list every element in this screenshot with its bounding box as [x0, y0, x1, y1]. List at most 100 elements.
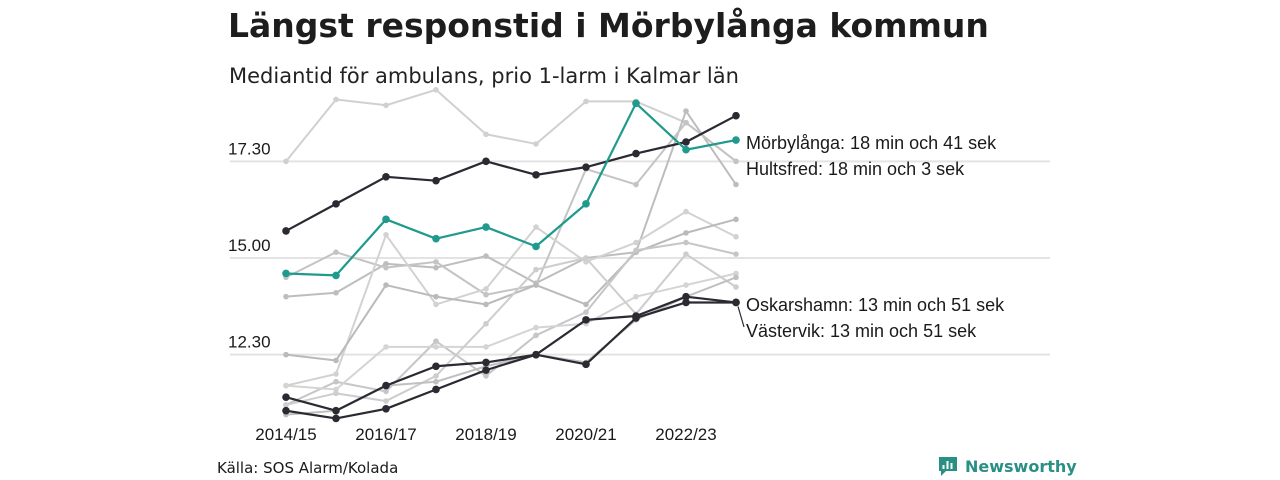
data-point [383, 398, 389, 404]
series-line [285, 301, 736, 420]
data-point [383, 261, 389, 267]
data-point [332, 200, 340, 208]
x-tick-label: 2018/19 [455, 425, 516, 444]
series-background [283, 239, 739, 408]
series-mörbylånga [282, 111, 740, 235]
data-point [732, 111, 740, 120]
data-point [732, 136, 740, 144]
data-point [432, 176, 440, 185]
data-point [333, 390, 339, 397]
data-point [483, 373, 489, 379]
data-point [682, 145, 690, 154]
data-point [382, 405, 390, 413]
data-point [733, 216, 739, 223]
data-point [532, 350, 540, 359]
data-point [482, 223, 490, 231]
data-point [683, 230, 689, 236]
series-line [285, 272, 737, 391]
data-point [433, 373, 439, 379]
data-point [583, 98, 589, 105]
data-point [683, 251, 689, 257]
chart-title: Längst responstid i Mörbylånga kommun [228, 6, 989, 45]
data-point [332, 414, 340, 423]
x-tick-label: 2014/15 [255, 425, 316, 444]
data-point [683, 208, 689, 215]
data-point [583, 301, 589, 308]
data-point [382, 173, 390, 181]
data-point [632, 314, 640, 322]
data-point [433, 378, 439, 385]
data-point [283, 351, 289, 358]
data-point [632, 149, 640, 158]
data-point [433, 344, 439, 350]
data-point [433, 338, 439, 344]
data-point [483, 301, 489, 308]
data-point [433, 264, 439, 271]
data-point [333, 386, 339, 393]
data-point [582, 163, 590, 171]
newsworthy-logo-icon [939, 457, 957, 476]
series-line [285, 102, 737, 277]
y-axis-labels: 12.30 15.00 17.30 [228, 139, 271, 351]
data-point [283, 382, 289, 389]
data-point [483, 253, 489, 259]
series-line [285, 210, 737, 387]
data-point [482, 358, 490, 367]
highlighted-series [282, 99, 740, 423]
newsworthy-logo[interactable]: Newsworthy [937, 455, 1077, 477]
data-point [282, 406, 290, 415]
data-point [733, 284, 739, 290]
series-line [285, 218, 737, 362]
data-point [433, 87, 439, 93]
y-tick-label: 17.30 [228, 139, 271, 158]
series-line [285, 121, 737, 296]
data-point [582, 316, 590, 324]
series-line [285, 88, 737, 163]
data-point [383, 282, 389, 288]
data-point [282, 393, 290, 402]
data-point [532, 242, 540, 251]
series-line [285, 241, 737, 406]
data-point [333, 371, 339, 377]
series-line [285, 110, 737, 298]
series-line [285, 295, 737, 412]
data-point [683, 108, 689, 114]
y-tick-label: 15.00 [228, 236, 271, 255]
data-point [433, 301, 439, 308]
data-point [332, 271, 340, 280]
data-point [383, 232, 389, 238]
data-point [483, 286, 489, 292]
data-point [383, 102, 389, 109]
data-point [582, 360, 590, 369]
data-point [482, 366, 490, 374]
data-point [283, 293, 289, 300]
y-tick-label: 12.30 [228, 333, 271, 352]
data-point [533, 266, 539, 273]
data-point [733, 158, 739, 165]
data-point [383, 344, 389, 350]
data-point [633, 247, 639, 254]
data-point [333, 249, 339, 255]
x-tick-label: 2020/21 [555, 425, 616, 444]
data-point [733, 270, 739, 277]
data-point [732, 298, 740, 307]
data-point [483, 320, 489, 327]
data-point [382, 215, 390, 224]
data-point [533, 324, 539, 331]
data-point [432, 362, 440, 371]
data-point [682, 298, 690, 307]
data-point [683, 239, 689, 246]
data-point [483, 344, 489, 350]
data-point [532, 171, 540, 179]
data-point [733, 233, 739, 240]
series-label: Oskarshamn: 13 min och 51 sek [746, 295, 1005, 315]
data-point [533, 141, 539, 147]
data-point [333, 290, 339, 296]
data-point [282, 227, 290, 235]
logo-label: Newsworthy [965, 456, 1077, 476]
data-point [283, 158, 289, 165]
data-point [583, 309, 589, 315]
chart-subtitle: Mediantid för ambulans, prio 1-larm i Ka… [229, 64, 739, 88]
data-point [632, 99, 640, 108]
